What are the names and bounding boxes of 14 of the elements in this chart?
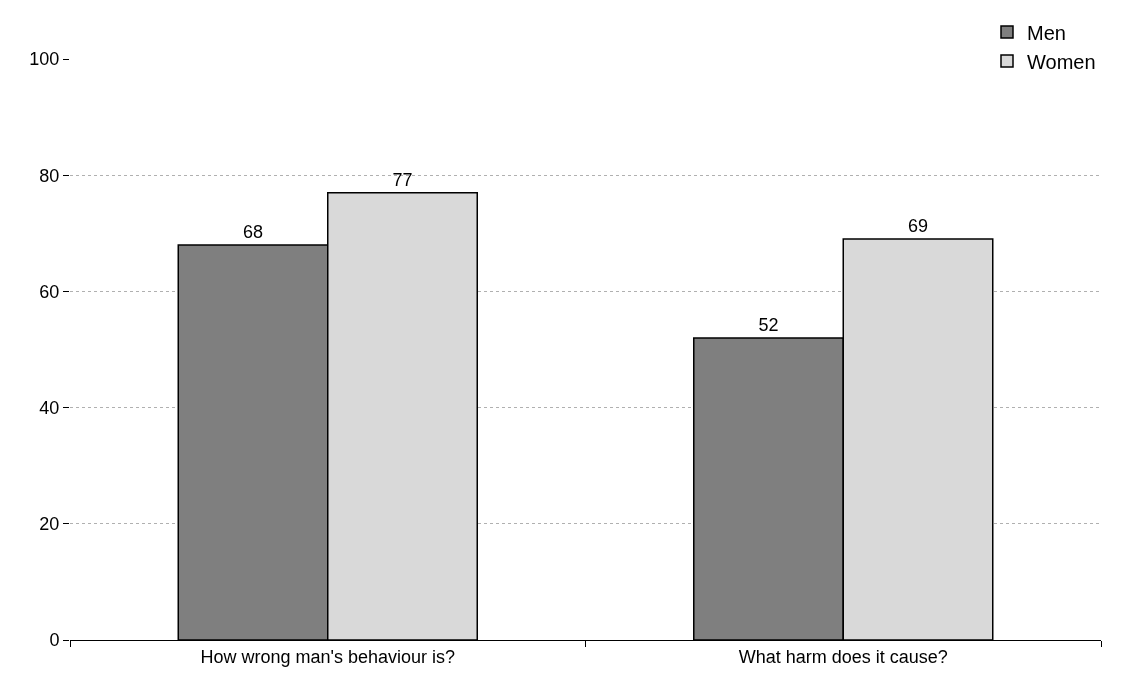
x-tick-label: What harm does it cause?	[738, 646, 948, 667]
y-tick-label: 60	[39, 281, 60, 302]
x-tick-label: How wrong man's behaviour is?	[200, 646, 456, 667]
legend-label: Women	[1027, 50, 1096, 73]
legend-label: Men	[1027, 21, 1066, 44]
y-tick-label: 80	[39, 165, 60, 186]
y-tick-label: 0	[49, 630, 60, 651]
y-tick-label: 100	[29, 49, 60, 70]
data-label: 69	[907, 216, 929, 237]
y-tick-label: 40	[39, 397, 60, 418]
data-label: 52	[758, 314, 779, 335]
data-label: 77	[392, 169, 413, 190]
data-label: 68	[242, 221, 264, 242]
y-tick-label: 20	[39, 514, 60, 535]
